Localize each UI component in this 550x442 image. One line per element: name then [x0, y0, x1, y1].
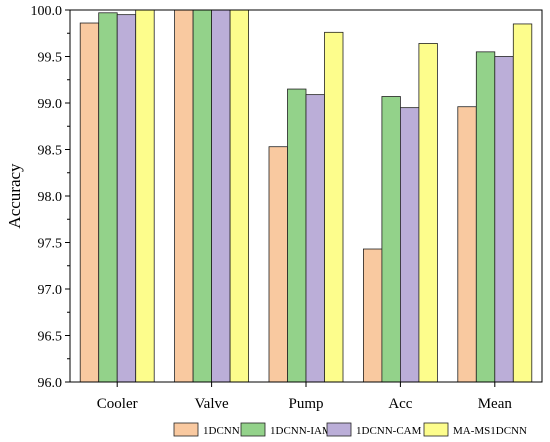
bar-pump-1dcnn [268, 146, 288, 383]
legend-swatch-ma-ms1dcnn [423, 422, 449, 437]
bar-pump-1dcnn-iam [287, 88, 307, 383]
bar-cooler-1dcnn-iam [98, 12, 118, 383]
legend-swatch-1dcnn-cam [326, 422, 352, 437]
bar-acc-ma-ms1dcnn [418, 43, 438, 383]
bar-cooler-1dcnn [79, 22, 100, 383]
bar-valve-1dcnn-iam [192, 9, 213, 383]
y-axis: 96.0 96.5 97.0 97.5 98.0 98.5 99.0 99.5 100.0 [31, 4, 70, 391]
legend-label-1dcnn-iam: 1DCNN-IAM [270, 425, 332, 437]
bars-layer [79, 9, 533, 383]
x-tick-label-mean: Mean [478, 396, 513, 412]
bar-cooler-1dcnn-cam [116, 14, 137, 383]
bar-pump-1dcnn-cam [305, 94, 325, 383]
y-tick-label: 96.0 [38, 376, 63, 391]
y-tick-label: 99.0 [38, 97, 63, 112]
y-tick-label: 97.0 [38, 283, 63, 298]
legend: 1DCNN 1DCNN-IAM 1DCNN-CAM MA-MS1DCNN [173, 422, 527, 437]
legend-label-1dcnn-cam: 1DCNN-CAM [356, 425, 422, 437]
legend-label-1dcnn: 1DCNN [203, 425, 240, 437]
bar-mean-1dcnn-cam [494, 56, 514, 383]
y-tick-label: 96.5 [38, 330, 63, 345]
bar-valve-ma-ms1dcnn [229, 9, 250, 383]
x-tick-label-valve: Valve [195, 396, 229, 412]
y-tick-label: 98.0 [38, 190, 63, 205]
bar-acc-1dcnn [362, 248, 383, 383]
bar-cooler-ma-ms1dcnn [135, 9, 155, 383]
legend-label-ma-ms1dcnn: MA-MS1DCNN [453, 425, 527, 437]
bar-acc-1dcnn-cam [399, 107, 420, 383]
legend-swatch-1dcnn [173, 422, 199, 437]
bar-pump-ma-ms1dcnn [324, 31, 344, 383]
bar-mean-1dcnn-iam [475, 51, 496, 383]
x-tick-label-acc: Acc [388, 396, 412, 412]
y-tick-label: 97.5 [38, 237, 63, 252]
bar-valve-1dcnn [174, 9, 194, 383]
x-axis: Cooler Valve Pump Acc Mean [97, 382, 513, 412]
y-tick-label: 99.5 [38, 51, 63, 66]
y-axis-label: Accuracy [5, 163, 24, 229]
y-tick-label: 98.5 [38, 144, 63, 159]
bar-mean-ma-ms1dcnn [512, 23, 533, 383]
bar-valve-1dcnn-cam [211, 9, 231, 383]
y-tick-label: 100.0 [31, 4, 63, 19]
x-tick-label-cooler: Cooler [97, 396, 138, 412]
bar-mean-1dcnn [457, 106, 477, 383]
legend-swatch-1dcnn-iam [240, 422, 266, 437]
x-tick-label-pump: Pump [288, 396, 323, 412]
bar-acc-1dcnn-iam [381, 96, 401, 383]
